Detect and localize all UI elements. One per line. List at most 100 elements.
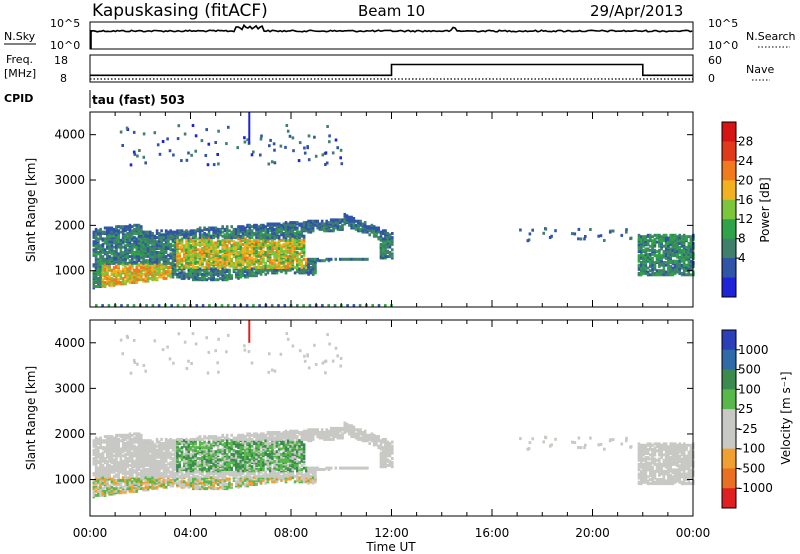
data-cell (155, 476, 159, 480)
data-cell (94, 461, 98, 465)
data-cell (678, 255, 681, 259)
data-cell (359, 257, 362, 261)
data-cell (264, 272, 267, 276)
data-cell (386, 249, 390, 253)
data-cell (194, 452, 197, 456)
data-cell (246, 229, 249, 233)
data-cell (180, 257, 184, 261)
data-cell (119, 272, 123, 276)
data-cell (268, 229, 272, 233)
data-cell (325, 257, 328, 261)
data-cell (307, 134, 311, 138)
data-cell (146, 468, 150, 471)
data-cell (262, 257, 265, 261)
data-cell (101, 242, 105, 246)
data-cell (92, 252, 96, 256)
data-cell (289, 267, 292, 271)
data-cell (167, 469, 170, 473)
data-cell (250, 248, 254, 252)
data-cell (192, 437, 195, 441)
data-cell (99, 472, 102, 476)
data-cell (198, 485, 202, 489)
data-cell (237, 256, 240, 260)
data-cell (180, 263, 184, 267)
data-cell (305, 221, 308, 225)
data-cell (106, 279, 109, 283)
data-cell (106, 488, 109, 492)
data-cell (682, 240, 686, 244)
power-colorbar-tick-label: 28 (738, 134, 753, 148)
freq-right-tick-bottom: 0 (708, 72, 715, 85)
data-cell (259, 137, 263, 141)
data-cell (185, 158, 189, 162)
data-cell (548, 236, 552, 239)
data-cell (164, 257, 168, 261)
data-cell (207, 232, 211, 235)
data-cell (669, 261, 672, 264)
data-cell (372, 225, 376, 229)
data-cell (189, 267, 193, 271)
data-cell (160, 255, 163, 259)
data-cell (300, 259, 304, 263)
data-cell (110, 282, 114, 286)
data-cell (250, 153, 254, 157)
data-cell (280, 255, 283, 259)
data-cell (268, 144, 271, 148)
data-cell (133, 152, 137, 156)
data-cell (101, 304, 104, 308)
data-cell (248, 229, 252, 233)
data-cell (221, 253, 224, 257)
data-cell (307, 263, 310, 267)
data-cell (149, 271, 152, 275)
data-cell (169, 236, 172, 240)
data-cell (103, 480, 107, 484)
data-cell (155, 276, 159, 280)
data-cell (201, 465, 204, 469)
data-cell (153, 478, 157, 482)
data-cell (99, 271, 102, 275)
data-cell (210, 234, 213, 238)
data-cell (112, 260, 116, 264)
data-cell (146, 237, 150, 241)
data-cell (210, 247, 213, 250)
data-cell (176, 448, 179, 452)
freq-panel-frame (89, 54, 694, 83)
data-cell (307, 272, 310, 276)
data-cell (133, 260, 136, 264)
data-cell (646, 233, 650, 237)
data-cell (140, 234, 143, 238)
data-cell (253, 271, 256, 275)
data-cell (131, 281, 134, 284)
data-cell (311, 267, 315, 271)
data-cell (382, 247, 385, 250)
data-cell (676, 242, 679, 245)
data-cell (268, 222, 272, 226)
data-cell (321, 153, 325, 157)
data-cell (108, 255, 111, 259)
data-cell (121, 448, 125, 452)
data-cell (144, 259, 148, 263)
data-cell (169, 470, 172, 474)
data-cell (180, 237, 184, 241)
data-cell (169, 474, 172, 478)
data-cell (189, 257, 193, 261)
data-cell (133, 251, 136, 254)
data-cell (121, 443, 125, 447)
data-cell (289, 223, 292, 227)
data-cell (198, 478, 202, 482)
data-cell (307, 158, 311, 162)
data-cell (92, 439, 96, 443)
data-cell (137, 268, 141, 272)
sky-right-tick-bottom: 10^0 (708, 39, 738, 52)
data-cell (92, 443, 96, 447)
data-cell (244, 226, 247, 230)
data-cell (658, 259, 661, 263)
data-cell (382, 249, 385, 253)
data-cell (115, 478, 118, 482)
data-cell (178, 447, 181, 451)
data-cell (115, 473, 118, 477)
data-cell (228, 247, 231, 250)
data-cell (131, 433, 134, 437)
data-cell (144, 270, 148, 274)
data-cell (162, 274, 166, 278)
